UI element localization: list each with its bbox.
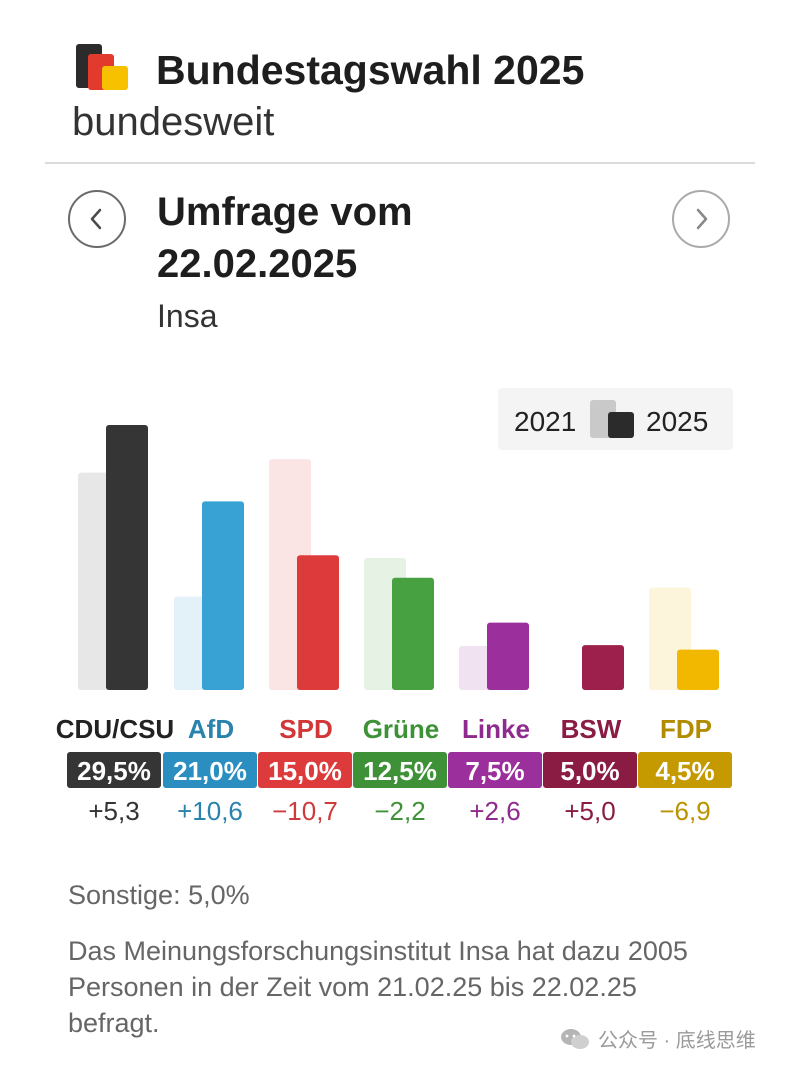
legend-swatch-icon bbox=[590, 400, 634, 438]
change-label-1: +10,6 bbox=[177, 796, 243, 826]
header-divider bbox=[45, 162, 755, 164]
party-label-6: FDP bbox=[660, 714, 712, 744]
value-label-3: 12,5% bbox=[363, 756, 437, 786]
value-label-0: 29,5% bbox=[77, 756, 151, 786]
value-badge-3 bbox=[353, 752, 447, 788]
bar-2025-2 bbox=[297, 555, 339, 690]
legend-label-2025: 2025 bbox=[646, 406, 709, 437]
bar-2025-1 bbox=[202, 501, 244, 690]
chevron-left-icon bbox=[90, 208, 102, 230]
poll-institute: Insa bbox=[157, 298, 218, 334]
others-share: Sonstige: 5,0% bbox=[68, 880, 250, 910]
party-label-4: Linke bbox=[462, 714, 530, 744]
value-label-1: 21,0% bbox=[173, 756, 247, 786]
value-badge-0 bbox=[67, 752, 161, 788]
poll-title: Umfrage vom 22.02.2025 bbox=[157, 190, 413, 286]
value-label-4: 7,5% bbox=[465, 756, 524, 786]
page-title: Bundestagswahl 2025 bbox=[156, 47, 585, 93]
party-label-1: AfD bbox=[188, 714, 234, 744]
value-label-2: 15,0% bbox=[268, 756, 342, 786]
change-label-5: +5,0 bbox=[564, 796, 615, 826]
bar-2025-5 bbox=[582, 645, 624, 690]
chart-legend: 2021 2025 bbox=[498, 388, 733, 450]
watermark-text: 公众号 · 底线思维 bbox=[598, 1030, 756, 1052]
party-label-0: CDU/CSU bbox=[56, 714, 174, 744]
value-badge-6 bbox=[638, 752, 732, 788]
bar-2025-0 bbox=[106, 425, 148, 690]
party-label-2: SPD bbox=[279, 714, 332, 744]
methodology-note: Das Meinungsforschungsinstitut Insa hat … bbox=[68, 936, 688, 1038]
change-label-4: +2,6 bbox=[469, 796, 520, 826]
page-subtitle: bundesweit bbox=[72, 100, 275, 144]
chevron-right-icon bbox=[696, 208, 708, 230]
change-label-6: −6,9 bbox=[659, 796, 710, 826]
next-poll-button[interactable] bbox=[672, 190, 730, 248]
change-label-3: −2,2 bbox=[374, 796, 425, 826]
bar-2025-4 bbox=[487, 622, 529, 690]
value-badge-2 bbox=[258, 752, 352, 788]
watermark: 公众号 · 底线思维 bbox=[560, 1024, 756, 1053]
legend-label-2021: 2021 bbox=[514, 406, 577, 437]
change-label-0: +5,3 bbox=[88, 796, 139, 826]
change-label-2: −10,7 bbox=[272, 796, 338, 826]
value-label-5: 5,0% bbox=[560, 756, 619, 786]
value-badge-5 bbox=[543, 752, 637, 788]
party-label-3: Grüne bbox=[363, 714, 440, 744]
value-badge-1 bbox=[163, 752, 257, 788]
election-logo-icon bbox=[76, 44, 128, 90]
value-badge-4 bbox=[448, 752, 542, 788]
wechat-icon bbox=[561, 1028, 589, 1049]
bar-2025-6 bbox=[677, 649, 719, 690]
poll-bar-chart: CDU/CSU 29,5% +5,3 AfD 21,0% +10,6 SPD 15,0% −10… bbox=[56, 425, 732, 826]
previous-poll-button[interactable] bbox=[68, 190, 126, 248]
party-label-5: BSW bbox=[561, 714, 622, 744]
bar-2025-3 bbox=[392, 577, 434, 690]
value-label-6: 4,5% bbox=[655, 756, 714, 786]
